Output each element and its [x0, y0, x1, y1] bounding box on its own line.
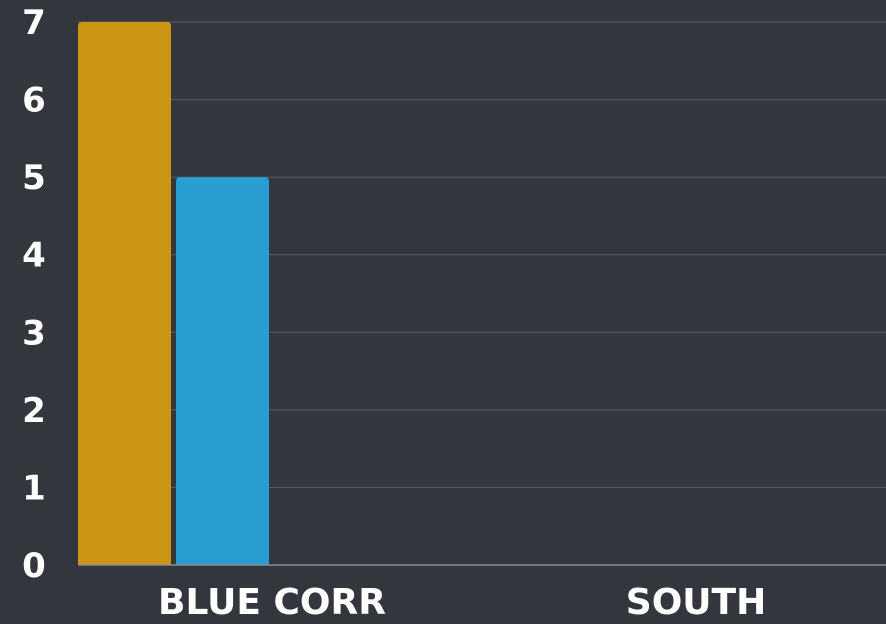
- x-category-label: BLUE CORR: [158, 582, 386, 623]
- x-category-labels: BLUE CORR SOUTH: [158, 582, 766, 623]
- bars: [78, 22, 269, 565]
- y-tick-label: 6: [22, 81, 46, 121]
- y-tick-labels: 0 1 2 3 4 5 6 7: [22, 3, 46, 586]
- y-tick-label: 3: [22, 313, 46, 353]
- y-tick-label: 4: [22, 236, 46, 276]
- y-tick-label: 1: [22, 468, 46, 508]
- y-tick-label: 0: [22, 546, 46, 586]
- y-tick-label: 7: [22, 3, 46, 43]
- x-category-label: SOUTH: [626, 582, 766, 623]
- y-tick-label: 5: [22, 158, 46, 198]
- y-tick-label: 2: [22, 391, 46, 431]
- bar-blue-corr-series-1: [78, 22, 171, 565]
- bar-blue-corr-series-2: [176, 177, 269, 565]
